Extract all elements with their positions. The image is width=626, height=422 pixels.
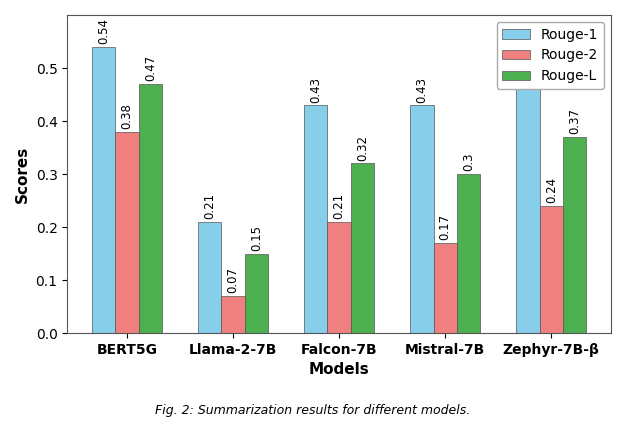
Bar (245, 254, 268, 333)
Bar (563, 137, 587, 333)
Text: 0.24: 0.24 (545, 177, 558, 203)
Bar (457, 174, 480, 333)
Text: 0.21: 0.21 (332, 193, 346, 219)
Bar (351, 163, 374, 333)
Bar (410, 105, 434, 333)
X-axis label: Models: Models (309, 362, 369, 377)
Bar (327, 222, 351, 333)
Bar (434, 243, 457, 333)
Text: 0.3: 0.3 (462, 153, 475, 171)
Text: 0.32: 0.32 (356, 135, 369, 161)
Y-axis label: Scores: Scores (15, 146, 30, 203)
Text: 0.43: 0.43 (309, 76, 322, 103)
Text: Fig. 2: Summarization results for different models.: Fig. 2: Summarization results for differ… (155, 403, 471, 417)
Text: 0.37: 0.37 (568, 108, 581, 134)
Bar (222, 296, 245, 333)
Legend: Rouge-1, Rouge-2, Rouge-L: Rouge-1, Rouge-2, Rouge-L (496, 22, 604, 89)
Text: 0.49: 0.49 (521, 45, 535, 70)
Text: 0.38: 0.38 (120, 103, 133, 129)
Text: 0.54: 0.54 (97, 18, 110, 44)
Text: 0.17: 0.17 (439, 214, 452, 241)
Bar (516, 73, 540, 333)
Text: 0.43: 0.43 (416, 76, 428, 103)
Text: 0.21: 0.21 (203, 193, 216, 219)
Bar (139, 84, 162, 333)
Bar (304, 105, 327, 333)
Bar (198, 222, 222, 333)
Bar (115, 132, 139, 333)
Text: 0.47: 0.47 (144, 55, 157, 81)
Text: 0.07: 0.07 (227, 268, 240, 293)
Text: 0.15: 0.15 (250, 225, 263, 251)
Bar (92, 47, 115, 333)
Bar (540, 206, 563, 333)
